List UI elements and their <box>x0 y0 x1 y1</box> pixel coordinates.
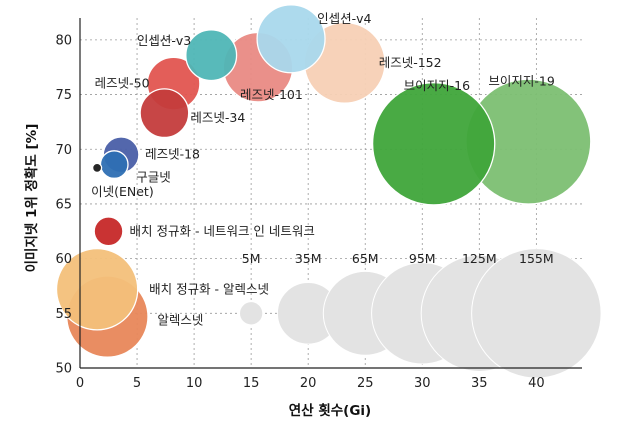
x-tick-label: 30 <box>414 376 431 391</box>
bubble-point <box>99 150 129 179</box>
x-axis-title: 연산 횟수(Gi) <box>289 402 371 419</box>
x-tick-label: 5 <box>133 376 141 391</box>
x-tick-label: 35 <box>471 376 488 391</box>
x-tick-label: 0 <box>76 376 84 391</box>
size-legend-label: 95M <box>409 251 436 266</box>
bubble-point <box>371 82 496 206</box>
bubble-label: 레즈넷-18 <box>145 147 200 162</box>
size-legend-bubble <box>471 248 602 379</box>
bubble-label: 배치 정규화 - 네트워크 인 네트워크 <box>130 223 315 238</box>
x-tick-label: 40 <box>528 376 545 391</box>
x-tick-label: 10 <box>186 376 203 391</box>
y-tick-label: 80 <box>55 33 72 48</box>
size-legend-label: 65M <box>352 251 379 266</box>
x-tick-label: 25 <box>357 376 374 391</box>
bubble-point <box>139 88 190 139</box>
y-tick-label: 65 <box>55 197 72 212</box>
bubble-label: 레즈넷-34 <box>190 110 245 125</box>
bubble-label: 브이지지-16 <box>404 78 470 93</box>
bubble-label: 이넷(ENet) <box>91 184 154 199</box>
y-tick-label: 50 <box>55 362 72 377</box>
x-tick-label: 20 <box>300 376 317 391</box>
y-axis-title: 이미지넷 1위 정확도 [%] <box>23 124 40 273</box>
bubble-label: 배치 정규화 - 알렉스넷 <box>149 281 269 296</box>
bubble-label: 레즈넷-152 <box>379 55 442 70</box>
x-tick-label: 15 <box>243 376 260 391</box>
bubble-point <box>91 162 103 173</box>
bubble-label: 브이지지-19 <box>488 74 554 89</box>
size-legend-label: 155M <box>519 251 554 266</box>
size-legend-label: 5M <box>242 251 261 266</box>
bubble-point <box>256 4 326 74</box>
bubble-labels: 알렉스넷 배치 정규화 - 알렉스넷 배치 정규화 - 네트워크 인 네트워크 이넷(… <box>91 11 555 328</box>
bubble-point <box>185 29 238 82</box>
y-tick-label: 70 <box>55 143 72 158</box>
y-tick-label: 55 <box>55 307 72 322</box>
size-legend-bubble <box>239 301 264 326</box>
bubble-point <box>55 247 139 331</box>
bubble-label: 인셉션-v3 <box>137 33 191 48</box>
y-tick-label: 60 <box>55 252 72 267</box>
axes: 0 5 10 15 20 25 30 35 40 50 55 60 65 70 75 80 <box>55 18 582 391</box>
bubble-label: 구글넷 <box>136 170 171 185</box>
y-tick-label: 75 <box>55 88 72 103</box>
bubble-label: 알렉스넷 <box>157 313 203 328</box>
bubble-point <box>93 216 124 247</box>
bubble-label: 레즈넷-101 <box>240 87 303 102</box>
bubble-label: 인셉션-v4 <box>317 11 371 26</box>
bubble-label: 레즈넷-50 <box>95 76 150 91</box>
size-legend-label: 125M <box>462 251 497 266</box>
data-bubbles <box>55 4 592 358</box>
size-legend-label: 35M <box>295 251 322 266</box>
size-legend: 5M 35M 65M 95M 125M 155M <box>239 248 602 379</box>
